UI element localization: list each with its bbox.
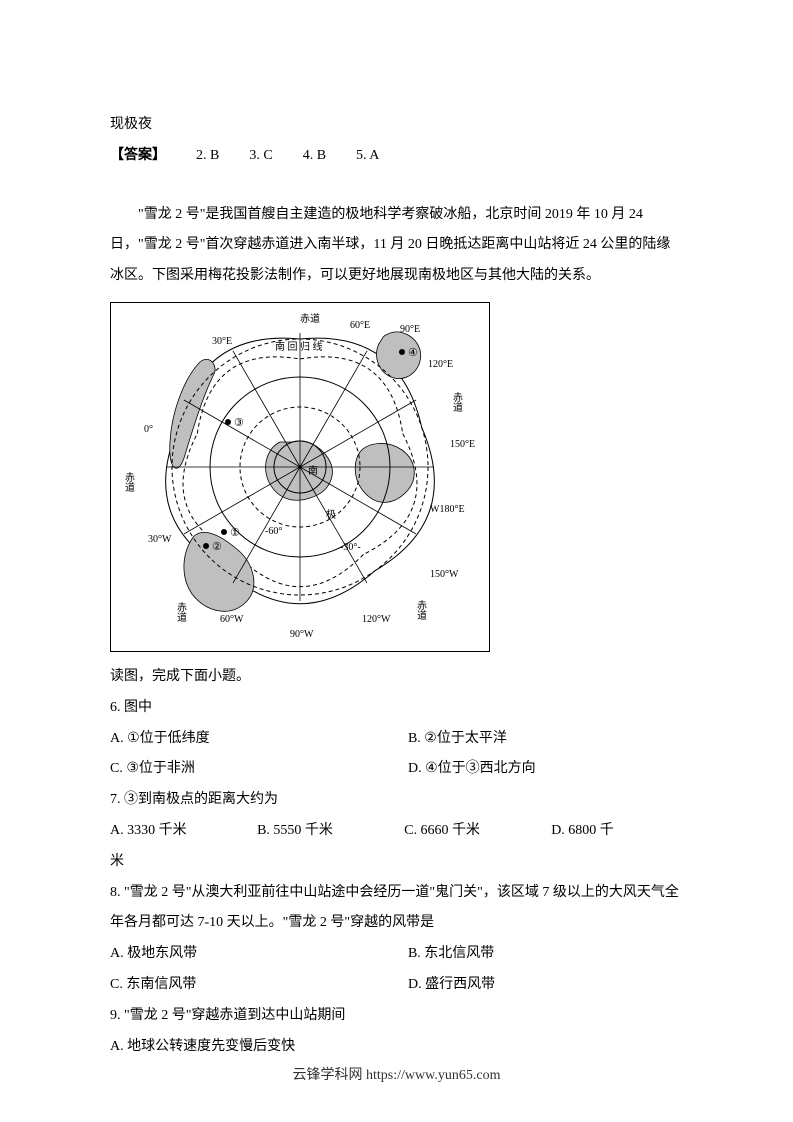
- svg-text:30°W: 30°W: [148, 534, 172, 545]
- page-footer: 云锋学科网 https://www.yun65.com: [0, 1061, 793, 1092]
- answer-item-0: 2. B: [196, 141, 219, 172]
- svg-text:赤道: 赤道: [123, 472, 135, 492]
- svg-text:-30°-: -30°-: [340, 542, 361, 553]
- svg-text:①: ①: [230, 527, 240, 539]
- svg-text:W180°E: W180°E: [430, 504, 465, 515]
- q8-opts-row2: C. 东南信风带 D. 盛行西风带: [110, 970, 683, 1001]
- answer-label: 【答案】: [110, 141, 166, 172]
- svg-text:30°E: 30°E: [212, 336, 232, 347]
- q7-opts-row: A. 3330 千米 B. 5550 千米 C. 6660 千米 D. 6800…: [110, 816, 683, 847]
- svg-text:60°W: 60°W: [220, 614, 244, 625]
- svg-text:90°E: 90°E: [400, 324, 420, 335]
- svg-text:赤道: 赤道: [451, 392, 463, 412]
- map-figure: ①② ③ ④ 60°E 0° 30°E 30°W 60°W 90°W 120°W 150°W W180…: [110, 302, 683, 652]
- q7-opt-a: A. 3330 千米: [110, 816, 242, 847]
- antarctic-map-svg: ①② ③ ④ 60°E 0° 30°E 30°W 60°W 90°W 120°W 150°W W180…: [110, 302, 490, 652]
- q9-opt-a: A. 地球公转速度先变慢后变快: [110, 1032, 683, 1063]
- q6-opt-b: B. ②位于太平洋: [408, 724, 683, 755]
- svg-text:60°E: 60°E: [350, 320, 370, 331]
- q7-trailing: 米: [110, 847, 683, 878]
- answer-item-1: 3. C: [249, 141, 272, 172]
- q6-opts-row1: A. ①位于低纬度 B. ②位于太平洋: [110, 724, 683, 755]
- svg-text:南 回 归 线: 南 回 归 线: [275, 340, 323, 353]
- svg-text:0°: 0°: [144, 424, 153, 435]
- q6-opts-row2: C. ③位于非洲 D. ④位于③西北方向: [110, 754, 683, 785]
- svg-text:120°W: 120°W: [362, 614, 391, 625]
- svg-text:南: 南: [308, 464, 318, 477]
- answer-line: 【答案】 2. B 3. C 4. B 5. A: [110, 141, 683, 172]
- svg-text:④: ④: [408, 347, 418, 359]
- q8-opt-d: D. 盛行西风带: [408, 970, 683, 1001]
- q9-stem: 9. "雪龙 2 号"穿越赤道到达中山站期间: [110, 1001, 683, 1032]
- svg-text:150°E: 150°E: [450, 439, 475, 450]
- answer-item-2: 4. B: [303, 141, 326, 172]
- post-map-text: 读图，完成下面小题。: [110, 662, 683, 693]
- q7-opt-d: D. 6800 千: [551, 816, 683, 847]
- q7-opt-b: B. 5550 千米: [257, 816, 389, 847]
- q6-stem: 6. 图中: [110, 693, 683, 724]
- q7-opt-c: C. 6660 千米: [404, 816, 536, 847]
- svg-text:120°E: 120°E: [428, 359, 453, 370]
- q6-opt-a: A. ①位于低纬度: [110, 724, 385, 755]
- header-fragment: 现极夜: [110, 110, 683, 141]
- svg-text:-60°: -60°: [265, 526, 282, 537]
- q8-opts-row1: A. 极地东风带 B. 东北信风带: [110, 939, 683, 970]
- svg-text:②: ②: [212, 541, 222, 553]
- answer-item-3: 5. A: [356, 141, 379, 172]
- svg-text:赤道: 赤道: [415, 600, 427, 620]
- q8-opt-a: A. 极地东风带: [110, 939, 385, 970]
- q6-opt-d: D. ④位于③西北方向: [408, 754, 683, 785]
- q8-opt-b: B. 东北信风带: [408, 939, 683, 970]
- svg-text:赤道: 赤道: [300, 312, 320, 325]
- svg-text:赤道: 赤道: [175, 602, 187, 622]
- q6-opt-c: C. ③位于非洲: [110, 754, 385, 785]
- svg-text:150°W: 150°W: [430, 569, 459, 580]
- q8-stem: 8. "雪龙 2 号"从澳大利亚前往中山站途中会经历一道"鬼门关"，该区域 7 …: [110, 878, 683, 940]
- intro-paragraph: "雪龙 2 号"是我国首艘自主建造的极地科学考察破冰船，北京时间 2019 年 …: [110, 200, 683, 292]
- svg-text:90°W: 90°W: [290, 629, 314, 640]
- svg-text:极: 极: [326, 508, 336, 521]
- svg-text:③: ③: [234, 417, 244, 429]
- q7-stem: 7. ③到南极点的距离大约为: [110, 785, 683, 816]
- q8-opt-c: C. 东南信风带: [110, 970, 385, 1001]
